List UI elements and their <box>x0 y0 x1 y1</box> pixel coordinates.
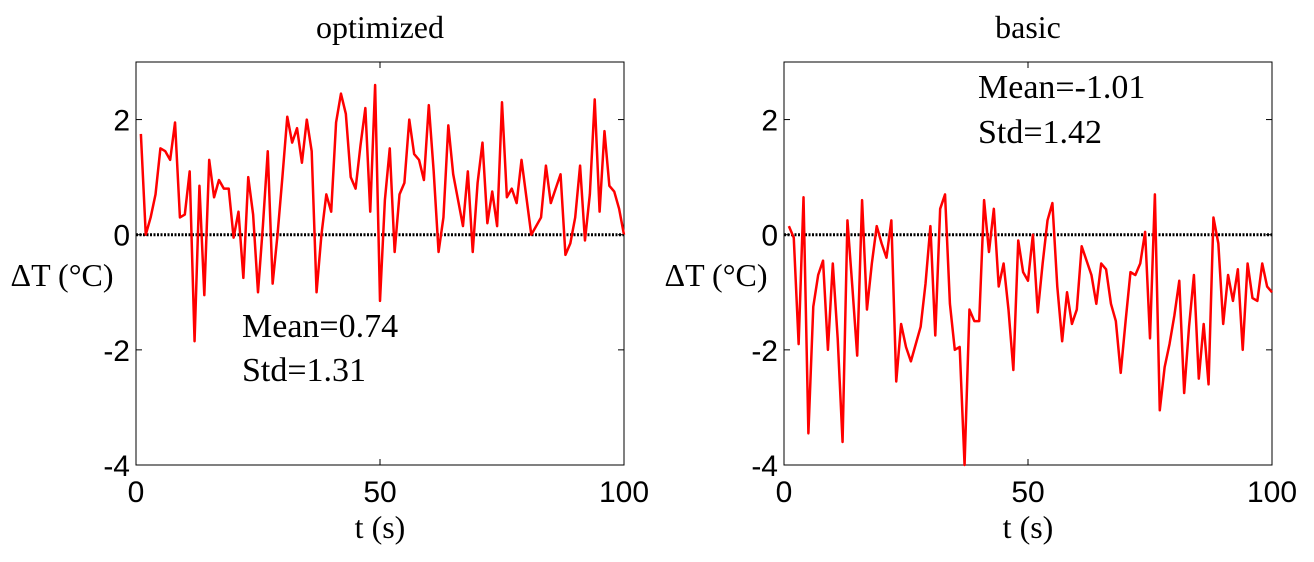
data-line <box>139 83 626 343</box>
x-axis-label: t (s) <box>1003 509 1054 545</box>
x-axis-label: t (s) <box>355 509 406 545</box>
x-tick-label: 0 <box>776 476 793 509</box>
x-tick-label: 100 <box>1247 476 1297 509</box>
chart-title: basic <box>995 9 1061 45</box>
x-tick-label: 50 <box>363 476 396 509</box>
chart-title: optimized <box>316 9 444 45</box>
y-tick-label: -4 <box>103 450 130 483</box>
y-tick-label: -2 <box>103 335 130 368</box>
y-tick-label: 0 <box>113 220 130 253</box>
x-tick-label: 100 <box>599 476 649 509</box>
y-tick-label: 0 <box>761 220 778 253</box>
y-tick-label: -2 <box>751 335 778 368</box>
data-line <box>787 193 1273 467</box>
x-tick-label: 50 <box>1011 476 1044 509</box>
y-axis-label: ΔT (°C) <box>665 257 768 293</box>
y-tick-label: 2 <box>761 105 778 138</box>
annotation: Mean=-1.01 <box>978 69 1145 106</box>
y-tick-label: 2 <box>113 105 130 138</box>
y-axis-label: ΔT (°C) <box>11 257 114 293</box>
annotation: Std=1.42 <box>978 114 1102 151</box>
annotation: Mean=0.74 <box>242 308 398 345</box>
annotation: Std=1.31 <box>242 352 366 389</box>
y-tick-label: -4 <box>751 450 778 483</box>
x-tick-label: 0 <box>128 476 145 509</box>
